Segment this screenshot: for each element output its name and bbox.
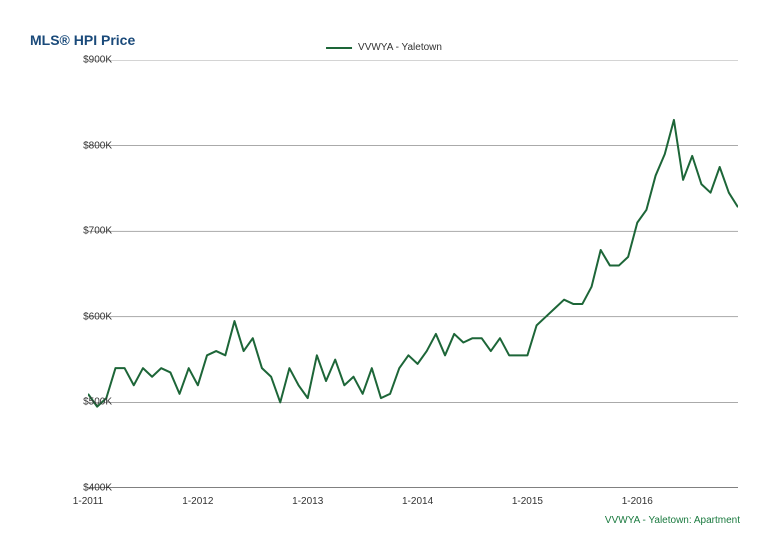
legend-label: VVWYA - Yaletown (358, 42, 442, 53)
chart-title: MLS® HPI Price (30, 32, 135, 48)
x-axis-tick-label: 1-2013 (292, 496, 323, 507)
x-axis-tick-label: 1-2012 (182, 496, 213, 507)
footer-series-label: VVWYA - Yaletown: Apartment (605, 515, 740, 526)
legend-swatch (326, 47, 352, 49)
y-axis-tick-label: $500K (42, 397, 112, 408)
y-axis-tick-label: $800K (42, 140, 112, 151)
y-axis-tick-label: $700K (42, 226, 112, 237)
legend: VVWYA - Yaletown (326, 42, 442, 53)
y-axis-tick-label: $600K (42, 311, 112, 322)
x-axis-tick-label: 1-2011 (73, 496, 103, 507)
price-line (88, 120, 738, 407)
x-axis-tick-label: 1-2016 (622, 496, 653, 507)
x-axis-tick-label: 1-2015 (512, 496, 543, 507)
chart-svg (88, 60, 738, 488)
y-axis-tick-label: $900K (42, 55, 112, 66)
x-axis-tick-label: 1-2014 (402, 496, 433, 507)
chart-plot-area (88, 60, 738, 488)
y-axis-tick-label: $400K (42, 483, 112, 494)
